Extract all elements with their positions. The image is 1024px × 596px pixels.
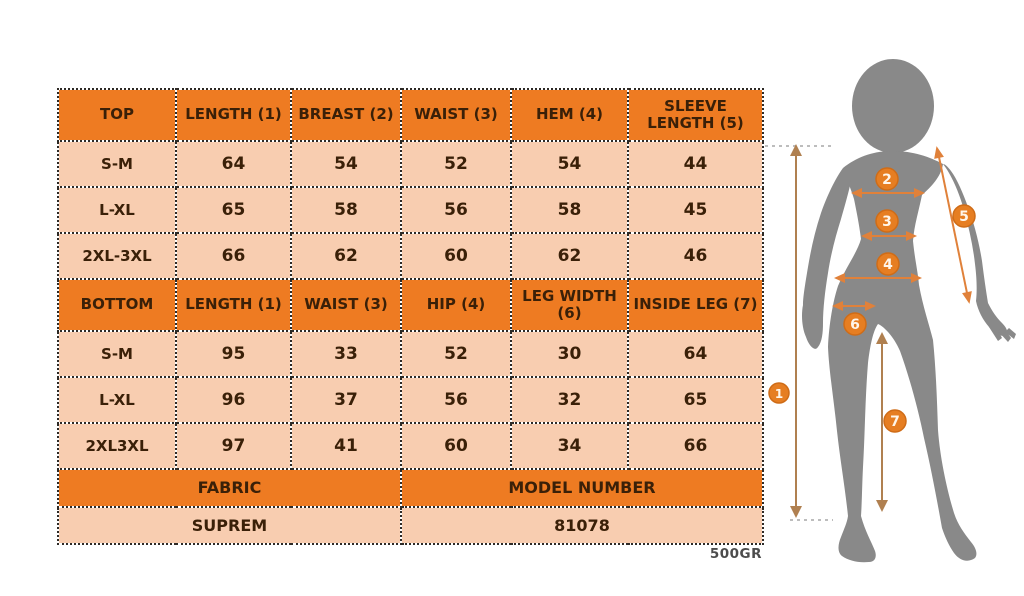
measurement-marker-4: 4 xyxy=(876,252,900,276)
size-label-cell: 2XL3XL xyxy=(57,422,177,470)
value-cell: 65 xyxy=(627,376,764,424)
size-label-cell: L-XL xyxy=(57,186,177,234)
female-silhouette xyxy=(802,59,1016,563)
header-cell-inside-leg: INSIDE LEG (7) xyxy=(627,278,764,332)
header-cell-waist: WAIST (3) xyxy=(400,88,512,142)
top-row-sm: S-M 64 54 52 54 44 xyxy=(57,140,764,188)
value-cell: 58 xyxy=(510,186,629,234)
value-cell: 46 xyxy=(627,232,764,280)
value-cell: 41 xyxy=(290,422,402,470)
value-cell: 96 xyxy=(175,376,292,424)
measurement-marker-2: 2 xyxy=(875,167,899,191)
header-cell-bottom: BOTTOM xyxy=(57,278,177,332)
value-cell: 33 xyxy=(290,330,402,378)
header-cell-length: LENGTH (1) xyxy=(175,278,292,332)
size-label-cell: L-XL xyxy=(57,376,177,424)
svg-text:7: 7 xyxy=(890,414,900,430)
value-cell: 56 xyxy=(400,186,512,234)
measurement-marker-7: 7 xyxy=(883,409,907,433)
value-cell: 32 xyxy=(510,376,629,424)
header-cell-waist: WAIST (3) xyxy=(290,278,402,332)
header-cell-hem: HEM (4) xyxy=(510,88,629,142)
size-chart-table: TOP LENGTH (1) BREAST (2) WAIST (3) HEM … xyxy=(57,88,764,545)
value-cell: 45 xyxy=(627,186,764,234)
value-cell: 52 xyxy=(400,140,512,188)
measure-arrow-5 xyxy=(934,146,972,304)
svg-text:4: 4 xyxy=(883,257,893,273)
header-cell-length: LENGTH (1) xyxy=(175,88,292,142)
measure-arrow-2 xyxy=(851,188,925,198)
value-cell: 37 xyxy=(290,376,402,424)
value-cell: 58 xyxy=(290,186,402,234)
value-cell: 34 xyxy=(510,422,629,470)
measurement-marker-1: 1 xyxy=(768,382,790,404)
value-cell: 95 xyxy=(175,330,292,378)
figure-diagram: 1 2 3 4 5 6 7 xyxy=(765,59,1016,563)
measure-arrow-3 xyxy=(861,231,917,241)
value-cell: 54 xyxy=(510,140,629,188)
header-cell-top: TOP xyxy=(57,88,177,142)
info-header-row: FABRIC MODEL NUMBER xyxy=(57,468,764,508)
value-cell: 60 xyxy=(400,232,512,280)
measure-arrow-6 xyxy=(832,301,876,311)
header-cell-sleeve-length: SLEEVE LENGTH (5) xyxy=(627,88,764,142)
fabric-header-cell: FABRIC xyxy=(57,468,402,508)
header-cell-breast: BREAST (2) xyxy=(290,88,402,142)
value-cell: 44 xyxy=(627,140,764,188)
value-cell: 62 xyxy=(290,232,402,280)
measurement-figure: 1 2 3 4 5 6 7 xyxy=(765,40,1024,592)
top-row-lxl: L-XL 65 58 56 58 45 xyxy=(57,186,764,234)
svg-text:5: 5 xyxy=(959,209,969,225)
measurement-marker-3: 3 xyxy=(875,209,899,233)
size-label-cell: 2XL-3XL xyxy=(57,232,177,280)
measure-arrow-7 xyxy=(876,332,888,512)
weight-note: 500GR xyxy=(709,546,762,562)
bottom-header-row: BOTTOM LENGTH (1) WAIST (3) HIP (4) LEG … xyxy=(57,278,764,332)
value-cell: 60 xyxy=(400,422,512,470)
value-cell: 64 xyxy=(627,330,764,378)
bottom-row-lxl: L-XL 96 37 56 32 65 xyxy=(57,376,764,424)
bottom-row-sm: S-M 95 33 52 30 64 xyxy=(57,330,764,378)
measure-arrow-4 xyxy=(834,273,922,283)
fabric-value-cell: SUPREM xyxy=(57,506,402,545)
header-cell-hip: HIP (4) xyxy=(400,278,512,332)
model-number-value-cell: 81078 xyxy=(400,506,764,545)
value-cell: 62 xyxy=(510,232,629,280)
size-label-cell: S-M xyxy=(57,330,177,378)
svg-text:6: 6 xyxy=(850,317,860,333)
measure-arrow-1 xyxy=(790,144,802,518)
measurement-marker-6: 6 xyxy=(843,312,867,336)
info-value-row: SUPREM 81078 xyxy=(57,506,764,545)
measurement-marker-5: 5 xyxy=(952,204,976,228)
bottom-row-2xl3xl: 2XL3XL 97 41 60 34 66 xyxy=(57,422,764,470)
value-cell: 65 xyxy=(175,186,292,234)
value-cell: 56 xyxy=(400,376,512,424)
value-cell: 97 xyxy=(175,422,292,470)
size-label-cell: S-M xyxy=(57,140,177,188)
header-cell-leg-width: LEG WIDTH (6) xyxy=(510,278,629,332)
top-row-2xl3xl: 2XL-3XL 66 62 60 62 46 xyxy=(57,232,764,280)
value-cell: 66 xyxy=(627,422,764,470)
model-number-header-cell: MODEL NUMBER xyxy=(400,468,764,508)
top-header-row: TOP LENGTH (1) BREAST (2) WAIST (3) HEM … xyxy=(57,88,764,142)
value-cell: 30 xyxy=(510,330,629,378)
value-cell: 66 xyxy=(175,232,292,280)
value-cell: 54 xyxy=(290,140,402,188)
value-cell: 52 xyxy=(400,330,512,378)
svg-text:2: 2 xyxy=(882,172,892,188)
svg-text:1: 1 xyxy=(775,387,783,401)
value-cell: 64 xyxy=(175,140,292,188)
svg-text:3: 3 xyxy=(882,214,892,230)
